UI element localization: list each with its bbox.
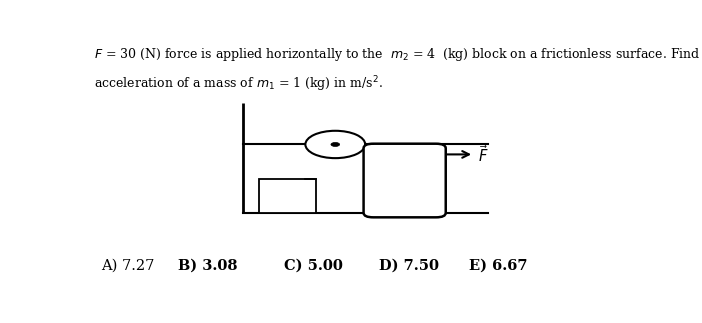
Text: acceleration of a mass of $m_1$ = 1 (kg) in m/s$^2$.: acceleration of a mass of $m_1$ = 1 (kg)… bbox=[94, 75, 383, 94]
Circle shape bbox=[331, 142, 340, 146]
Text: B) 3.08: B) 3.08 bbox=[178, 258, 237, 273]
Text: D) 7.50: D) 7.50 bbox=[379, 258, 439, 273]
Text: $m_1$: $m_1$ bbox=[279, 190, 297, 203]
FancyBboxPatch shape bbox=[364, 144, 446, 217]
Text: C) 5.00: C) 5.00 bbox=[284, 258, 343, 273]
FancyBboxPatch shape bbox=[259, 179, 317, 213]
Text: $F$ = 30 (N) force is applied horizontally to the  $m_2$ = 4  (kg) block on a fr: $F$ = 30 (N) force is applied horizontal… bbox=[94, 46, 702, 63]
Text: $m_2$: $m_2$ bbox=[395, 174, 415, 187]
Text: A) 7.27: A) 7.27 bbox=[101, 258, 154, 273]
Text: E) 6.67: E) 6.67 bbox=[469, 258, 527, 273]
Circle shape bbox=[305, 131, 365, 158]
Text: $\vec{F}$: $\vec{F}$ bbox=[478, 144, 489, 165]
